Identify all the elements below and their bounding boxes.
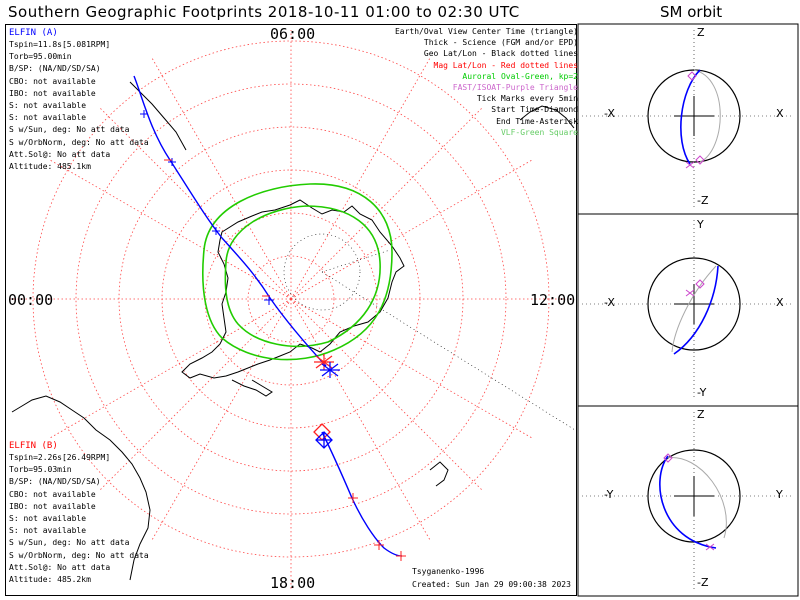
elfin-b-line: Tspin=2.26s[26.49RPM] [9, 453, 111, 462]
legend-item: Thick - Science (FGM and/or EPD) [423, 38, 578, 47]
sm1-bottom-label: -Z [697, 194, 709, 207]
sm-panel-xz [582, 30, 794, 210]
legend-item: Auroral Oval-Green, kp=2 [462, 72, 578, 81]
elfin-b-line: CBO: not available [9, 490, 96, 499]
sm3-top-label: Z [697, 408, 705, 421]
elfin-b-line: IBO: not available [9, 502, 96, 511]
elfin-b-tick-marks [164, 159, 406, 561]
plot-title: Southern Geographic Footprints 2018-10-1… [8, 3, 520, 21]
sm-panel-yz [582, 412, 794, 592]
end-time-asterisks [314, 354, 340, 378]
elfin-a-name: ELFIN (A) [9, 28, 58, 38]
geo-grid [283, 233, 576, 431]
mag-meridians [10, 30, 572, 590]
sm3-left-label: -Y [604, 488, 614, 501]
elfin-b-line: S w/OrbNorm, deg: No att data [9, 551, 149, 560]
elfin-a-line: CBO: not available [9, 77, 96, 86]
auroral-oval [202, 183, 393, 361]
elfin-b-line: S: not available [9, 526, 87, 535]
map-frame [5, 24, 577, 596]
antarctic-peninsula [231, 379, 273, 397]
elfin-a-track [133, 75, 327, 367]
elfin-a-line: Torb=95.00min [9, 52, 72, 61]
elfin-a-tick-marks [140, 110, 274, 305]
elfin-b-line: Att.Sol@: No att data [9, 563, 111, 572]
legend-item: Tick Marks every 5min [476, 94, 578, 103]
elfin-a-line: S w/OrbNorm, deg: No att data [9, 138, 149, 147]
legend-item: Geo Lat/Lon - Black dotted lines [423, 49, 578, 58]
clock-label-bottom: 18:00 [270, 574, 316, 592]
sm-orbit-title: SM orbit [660, 3, 723, 21]
legend-item: FAST/ISOAT-Purple Triangle [452, 83, 578, 92]
elfin-a-line: S: not available [9, 101, 87, 110]
south-america-coastline [11, 395, 151, 581]
legend-item: End Time-Asterisk [496, 117, 578, 126]
clock-label-top: 06:00 [270, 25, 316, 43]
clock-label-right: 12:00 [530, 291, 576, 309]
elfin-a-line: Att.Sol@: No att data [9, 150, 111, 159]
elfin-b-line: Torb=95.03min [9, 465, 72, 474]
elfin-a-line: Altitude: 485.1km [9, 162, 91, 171]
elfin-b-line: S w/Sun, deg: No att data [9, 538, 130, 547]
sm2-left-label: -X [604, 296, 615, 309]
legend-item: Start Time-Diamond [491, 105, 578, 114]
sm2-top-label: Y [697, 218, 704, 231]
sm1-right-label: X [776, 107, 784, 120]
clock-label-left: 00:00 [8, 291, 54, 309]
elfin-a-line: B/SP: (NA/ND/SD/SA) [9, 64, 101, 73]
australia-coastline [519, 105, 575, 129]
start-time-diamonds [313, 423, 333, 449]
sm3-bottom-label: -Z [697, 576, 709, 589]
elfin-a-line: S w/Sun, deg: No att data [9, 125, 130, 134]
model-credit: Tsyganenko-1996 [412, 567, 485, 576]
africa-coastline [129, 81, 187, 151]
sm1-left-label: -X [604, 107, 615, 120]
sm3-right-label: Y [776, 488, 783, 501]
created-timestamp: Created: Sun Jan 29 09:00:38 2023 [412, 580, 571, 589]
elfin-b-line: B/SP: (NA/ND/SD/SA) [9, 477, 101, 486]
elfin-a-line: IBO: not available [9, 89, 96, 98]
elfin-a-line: Tspin=11.8s[5.081RPM] [9, 40, 111, 49]
legend-item: Mag Lat/Lon - Red dotted lines [433, 61, 579, 70]
sm2-bottom-label: -Y [697, 386, 707, 399]
elfin-b-line: S: not available [9, 514, 87, 523]
elfin-b-track [321, 431, 403, 557]
elfin-b-name: ELFIN (B) [9, 441, 58, 451]
sm2-right-label: X [776, 296, 784, 309]
legend-item: Earth/Oval View Center Time (triangle) [394, 27, 578, 36]
sm-panel-xy [582, 220, 794, 400]
new-zealand-coastline [429, 461, 449, 487]
elfin-a-line: S: not available [9, 113, 87, 122]
elfin-b-line: Altitude: 485.2km [9, 575, 91, 584]
antarctica-coastline [181, 199, 405, 379]
sm-panels [577, 23, 799, 597]
legend-item: VLF-Green Square [500, 128, 578, 137]
sm1-top-label: Z [697, 26, 705, 39]
